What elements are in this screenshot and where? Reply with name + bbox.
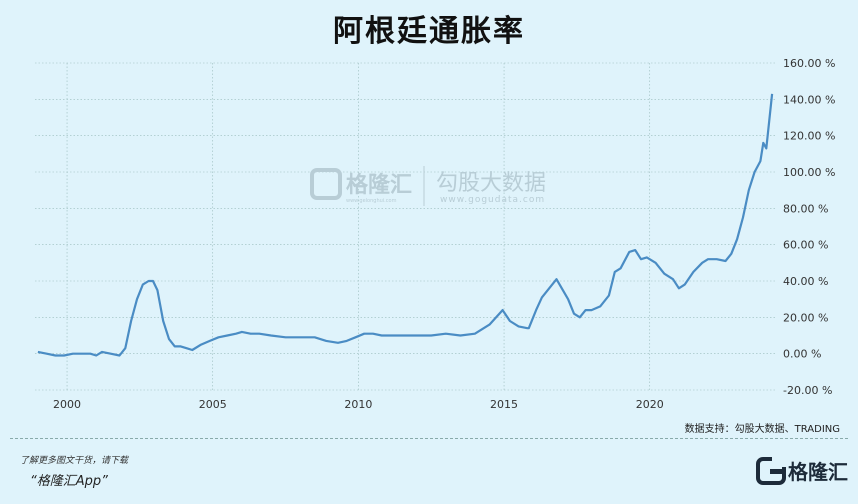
chart-title: 阿根廷通胀率 xyxy=(333,14,525,49)
grid-lines xyxy=(35,62,775,391)
y-tick-label: 140.00 % xyxy=(783,93,835,106)
y-tick-label: 120.00 % xyxy=(783,130,835,143)
gelonghui-logo-icon xyxy=(756,456,786,485)
y-tick-label: 160.00 % xyxy=(783,57,835,70)
x-tick-label: 2015 xyxy=(490,398,518,411)
app-name: “格隆汇App” xyxy=(30,474,108,489)
brand-name: 格隆汇 xyxy=(788,460,848,484)
y-tick-label: 20.00 % xyxy=(783,311,828,324)
y-tick-label: 40.00 % xyxy=(783,275,828,288)
download-prompt: 了解更多图文干货，请下载 xyxy=(20,456,129,466)
x-tick-label: 2020 xyxy=(636,398,664,411)
watermark-logo-text: 格隆汇 xyxy=(346,172,412,198)
series-line xyxy=(37,93,774,357)
x-tick-label: 2000 xyxy=(53,398,81,411)
watermark-logo-icon xyxy=(310,168,342,200)
x-tick-label: 2005 xyxy=(199,398,227,411)
watermark-url: www.gogudata.com xyxy=(440,195,545,205)
y-tick-label: 80.00 % xyxy=(783,202,828,215)
watermark: 格隆汇 www.gelonghui.com 勾股大数据 www.gogudata… xyxy=(310,166,546,206)
y-tick-label: -20.00 % xyxy=(783,384,832,397)
y-tick-label: 60.00 % xyxy=(783,239,828,252)
y-tick-label: 100.00 % xyxy=(783,166,835,179)
x-tick-label: 2010 xyxy=(344,398,372,411)
y-axis-ticks: -20.00 % 0.00 % 20.00 % 40.00 % 60.00 % 80.00… xyxy=(783,57,835,397)
source-note: 数据支持：勾股大数据、TRADING xyxy=(684,424,840,435)
watermark-logo-sub: www.gelonghui.com xyxy=(346,198,397,204)
footer-divider xyxy=(10,438,848,439)
brand-logo: 格隆汇 xyxy=(756,456,848,485)
watermark-cn: 勾股大数据 xyxy=(436,171,546,196)
series-layer xyxy=(37,93,774,357)
x-axis-ticks: 2000 2005 2010 2015 2020 xyxy=(53,398,664,411)
y-tick-label: 0.00 % xyxy=(783,348,821,361)
